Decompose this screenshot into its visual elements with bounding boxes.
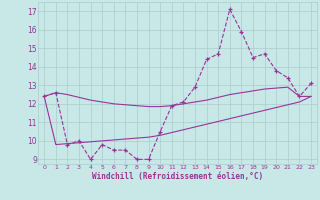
X-axis label: Windchill (Refroidissement éolien,°C): Windchill (Refroidissement éolien,°C)	[92, 172, 263, 181]
